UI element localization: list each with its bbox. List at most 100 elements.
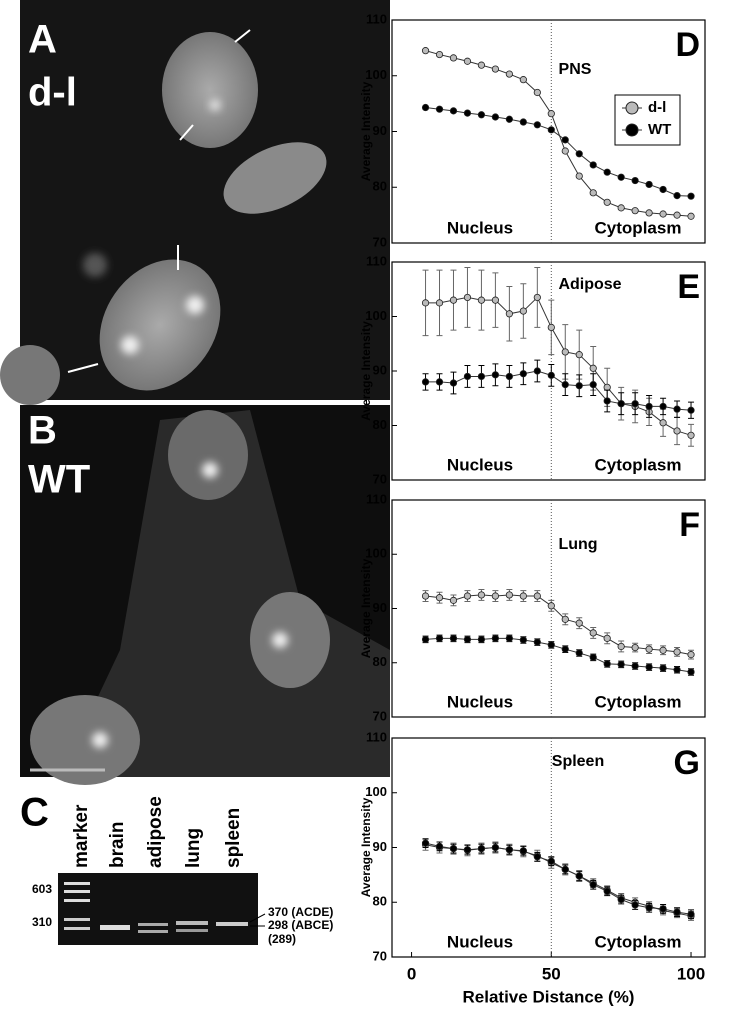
point <box>519 847 527 855</box>
lane-label: lung <box>183 828 204 868</box>
chart-title: Lung <box>558 536 597 553</box>
y-tick-label: 80 <box>373 179 387 194</box>
point <box>547 857 555 865</box>
band <box>64 890 90 893</box>
arrow <box>67 363 99 373</box>
point <box>687 406 695 414</box>
nucleus <box>99 259 221 391</box>
chart-title: Spleen <box>552 753 604 770</box>
spot <box>121 336 139 354</box>
point <box>547 110 555 118</box>
point <box>477 372 486 381</box>
chart-title: PNS <box>559 61 592 78</box>
band-label: (289) <box>268 932 296 946</box>
point <box>659 419 667 427</box>
annotation: Cytoplasm <box>595 218 682 237</box>
point <box>645 180 653 189</box>
annotation: Nucleus <box>447 932 513 951</box>
point <box>505 310 513 318</box>
point <box>435 105 444 113</box>
x-tick-label: 100 <box>677 964 705 983</box>
point <box>435 634 444 642</box>
point <box>491 371 500 379</box>
point <box>687 651 695 659</box>
point <box>561 147 569 155</box>
point <box>421 592 430 600</box>
point <box>631 176 639 185</box>
chart-title: Adipose <box>558 276 621 293</box>
point <box>463 57 472 65</box>
point <box>505 634 513 642</box>
marker-size: 310 <box>32 915 52 929</box>
point <box>617 400 625 408</box>
point <box>547 602 555 610</box>
y-tick-label: 100 <box>365 546 387 561</box>
point <box>533 88 541 97</box>
point <box>603 198 611 206</box>
point <box>603 634 611 642</box>
point <box>617 642 625 651</box>
point <box>533 853 541 861</box>
point <box>645 209 653 217</box>
legend-marker <box>625 101 639 115</box>
point <box>687 668 695 676</box>
band <box>138 930 168 933</box>
chart: 70 80 90 100 110 Average Intensity D PNS Nucleus… <box>359 11 706 249</box>
y-tick-label: 90 <box>373 362 387 377</box>
point <box>687 212 695 220</box>
y-axis-label: Average Intensity <box>359 797 373 897</box>
point <box>477 111 486 119</box>
panel-b: B WT <box>20 405 390 785</box>
nucleus <box>0 345 60 405</box>
lane-label: brain <box>107 822 128 868</box>
point <box>491 843 500 852</box>
panel-a: A d-l <box>0 0 390 405</box>
spot <box>202 462 218 478</box>
y-tick-label: 110 <box>366 729 387 744</box>
point <box>449 596 458 604</box>
point <box>673 405 681 413</box>
y-tick-label: 100 <box>365 67 387 82</box>
legend-marker <box>625 123 639 137</box>
point <box>547 323 555 331</box>
point <box>659 646 667 654</box>
point <box>421 47 430 55</box>
x-axis-label: Relative Distance (%) <box>463 987 635 1006</box>
point <box>505 115 513 123</box>
point <box>617 660 625 668</box>
panel-letter: A <box>28 18 57 62</box>
legend-box <box>614 94 681 146</box>
point <box>659 402 667 411</box>
point <box>491 592 500 600</box>
point <box>575 649 583 657</box>
pointer <box>249 913 266 923</box>
y-tick-label: 70 <box>373 234 387 249</box>
point <box>505 591 513 599</box>
point <box>449 634 458 642</box>
point <box>533 592 541 600</box>
point <box>421 635 430 644</box>
spot <box>272 632 288 648</box>
x-tick-label: 0 <box>407 964 416 983</box>
point <box>435 594 444 602</box>
point <box>561 645 569 653</box>
point <box>449 844 458 853</box>
y-tick-label: 70 <box>373 948 387 963</box>
panel-letter: D <box>675 26 700 64</box>
spot <box>186 296 204 314</box>
point <box>645 904 653 912</box>
point <box>561 348 569 356</box>
point <box>687 431 695 439</box>
point <box>575 172 583 180</box>
point <box>477 591 486 599</box>
point <box>603 660 611 668</box>
point <box>491 296 500 304</box>
chart: 70 80 90 100 110 Average Intensity E Adipose Nuc… <box>359 253 706 486</box>
point <box>547 126 555 134</box>
point <box>631 901 639 909</box>
point <box>617 204 625 212</box>
point <box>519 307 527 315</box>
point <box>533 367 541 375</box>
spot <box>92 732 108 748</box>
point <box>435 378 444 386</box>
